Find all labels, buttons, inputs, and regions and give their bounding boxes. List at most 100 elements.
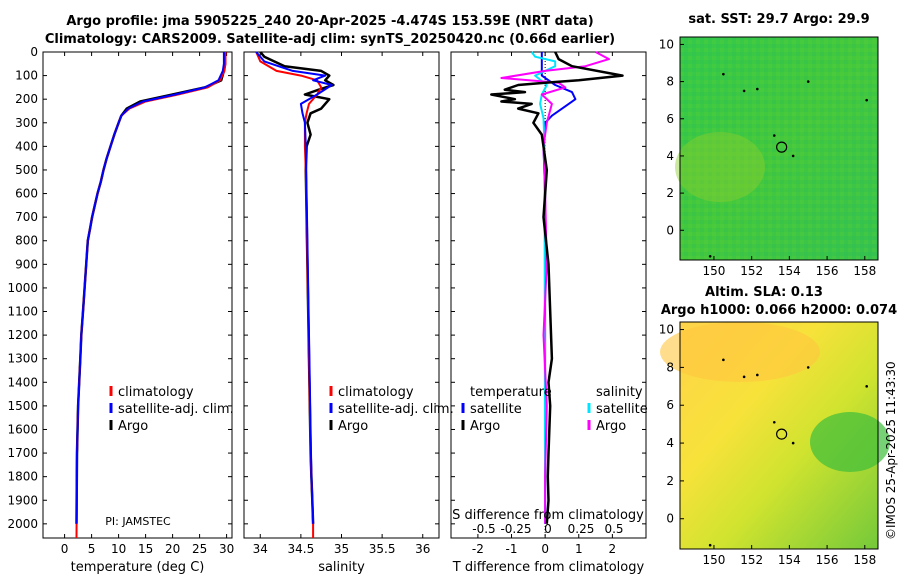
panel-sla_map: 150 152 154 156 158 0 2 4 6 8 10: [659, 321, 890, 567]
sst_map-frame: [679, 36, 879, 261]
ytick-label: 1600: [7, 422, 38, 436]
sla_map-ytick-label: 10: [659, 323, 674, 337]
salinity-axes-frame: [243, 51, 440, 539]
difference-xtick-label: 2: [609, 542, 617, 556]
island-dot: [742, 89, 746, 93]
sst_map-ytick-label: 8: [666, 75, 674, 89]
legend-label: satellite: [470, 402, 522, 417]
island-dot: [756, 87, 759, 91]
sla_map-xtick-label: 156: [816, 553, 839, 567]
ytick-label: 400: [15, 139, 38, 153]
panel-sst_map: 150 152 154 156 158 0 2 4 6 8 10: [659, 36, 879, 278]
sst_map-ytick-label: 10: [659, 37, 674, 51]
island-dot: [806, 366, 810, 369]
salinity-xtick-label: 34.5: [288, 542, 315, 556]
sst_map-xtick-label: 152: [740, 264, 763, 278]
sst_map-texture: [680, 37, 878, 260]
sal-tick-label: 0.25: [568, 522, 595, 536]
ytick-label: 1100: [7, 305, 38, 319]
chart-title-line2: Climatology: CARS2009. Satellite-adj cli…: [44, 32, 616, 47]
difference-xlabel: T difference from climatology: [452, 560, 645, 575]
legend-label: Argo: [470, 419, 500, 434]
temperature-xtick-label: 25: [192, 542, 207, 556]
temperature-series-satellite-adj-clim-: [75, 52, 225, 524]
island-dot: [865, 385, 868, 388]
ytick-label: 1400: [7, 375, 38, 389]
sla_map-ytick-label: 0: [666, 512, 674, 526]
sla_map-ytick-label: 4: [666, 436, 674, 450]
ytick-label: 1800: [7, 470, 38, 484]
island-dot: [722, 72, 725, 76]
ytick-label: 1000: [7, 281, 38, 295]
island-dot: [772, 134, 776, 137]
legend-label: Argo: [338, 419, 368, 434]
sla_map-argo-marker: [776, 428, 788, 440]
temperature-xtick-label: 15: [138, 542, 153, 556]
sla_map-xtick-label: 158: [853, 553, 876, 567]
panel-salinity: 34 34.5 35 35.5 36 salinity: [243, 51, 440, 575]
difference-xtick-label: 0: [541, 542, 549, 556]
temperature-xlabel: temperature (deg C): [71, 560, 205, 575]
salinity-xtick-label: 35: [334, 542, 349, 556]
sst_map-xtick-label: 156: [816, 264, 839, 278]
pi-label: PI: JAMSTEC: [105, 515, 171, 528]
ytick-label: 1500: [7, 399, 38, 413]
sal-tick-label: 0.5: [604, 522, 623, 536]
island-dot: [708, 543, 712, 547]
legend-label: climatology: [118, 385, 194, 400]
island-dot: [742, 375, 746, 379]
island-dot: [722, 358, 725, 362]
salinity-xtick-label: 36: [415, 542, 430, 556]
sst_map-argo-marker: [776, 141, 788, 153]
sst_map-xtick-label: 158: [853, 264, 876, 278]
temperature-xtick-label: 20: [165, 542, 180, 556]
sal-tick-label: -0.5: [472, 522, 495, 536]
difference-xtick-label: -2: [472, 542, 484, 556]
sst_map-xtick-label: 154: [778, 264, 801, 278]
island-dot: [791, 441, 795, 445]
sst_map-ytick-label: 0: [666, 223, 674, 237]
sla-high-region: [660, 322, 820, 382]
difference-series-t-argo: [490, 51, 624, 524]
temperature-xtick-label: 0: [61, 542, 69, 556]
timestamp-label: ©IMOS 25-Apr-2025 11:43:30: [884, 361, 898, 540]
island-dot: [772, 420, 776, 424]
sla_map-xtick-label: 150: [702, 553, 725, 567]
sla_map-xtick-label: 154: [778, 553, 801, 567]
ytick-label: 1700: [7, 446, 38, 460]
chart-title-line1: Argo profile: jma 5905225_240 20-Apr-202…: [66, 14, 594, 29]
legend-label: satellite-adj. clim.: [118, 402, 234, 417]
temperature-axes-frame: [42, 51, 233, 539]
legend-label: Argo: [596, 419, 626, 434]
sla_map-ytick-label: 2: [666, 474, 674, 488]
ytick-label: 700: [15, 210, 38, 224]
ytick-label: 200: [15, 92, 38, 106]
sla-map-title: Altim. SLA: 0.13: [705, 285, 823, 300]
panel-difference: -2 -1 0 1 2 T difference from climatology: [450, 51, 647, 575]
sst-warm-region: [675, 132, 765, 202]
ytick-label: 600: [15, 187, 38, 201]
ytick-label: 500: [15, 163, 38, 177]
sla_map-frame: [679, 321, 879, 550]
temperature-xtick-label: 10: [111, 542, 126, 556]
sal-tick-label: 0: [544, 522, 552, 536]
sal-tick-label: -0.25: [500, 522, 531, 536]
ytick-label: 800: [15, 234, 38, 248]
sst_map-ytick-label: 2: [666, 186, 674, 200]
difference-series-s-satellite: [530, 51, 557, 524]
ytick-label: 1300: [7, 352, 38, 366]
ytick-label: 1200: [7, 328, 38, 342]
salinity-xtick-label: 35.5: [369, 542, 396, 556]
difference-xtick-label: -1: [506, 542, 518, 556]
sla_map-ytick-label: 8: [666, 360, 674, 374]
panel-temperature: 0100200300400500600700800900100011001200…: [7, 45, 234, 575]
sst_map-ytick-label: 4: [666, 149, 674, 163]
legend-salinity-title: salinity: [596, 385, 643, 400]
ytick-label: 0: [30, 45, 38, 59]
sst_map-ytick-label: 6: [666, 112, 674, 126]
sla_map-xtick-label: 152: [740, 553, 763, 567]
ytick-label: 300: [15, 116, 38, 130]
island-dot: [791, 154, 795, 158]
sla_map-ytick-label: 6: [666, 398, 674, 412]
